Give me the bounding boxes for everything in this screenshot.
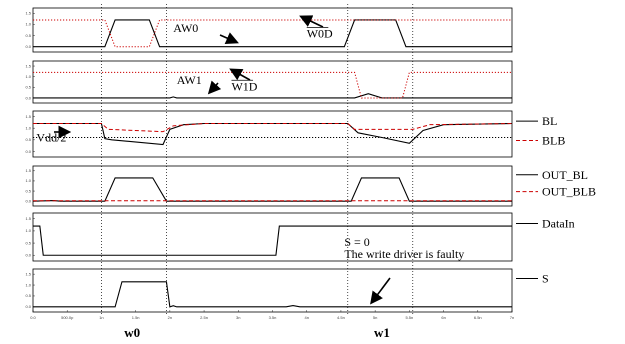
y-tick-label: 1.5 <box>25 168 31 173</box>
annotation-arrow <box>299 15 324 28</box>
x-tick-label: 6n <box>441 315 445 320</box>
annotation-arrow <box>207 80 222 95</box>
y-tick-label: 0.5 <box>25 188 31 193</box>
annotation-text: W0D <box>307 26 333 40</box>
y-tick-label: 1.5 <box>25 11 31 16</box>
y-tick-label: 1.5 <box>25 216 31 221</box>
x-tick-label: 2n <box>168 315 172 320</box>
series-line <box>33 71 512 99</box>
x-tick-label: 3.5n <box>269 315 277 320</box>
x-tick-label: 1.5n <box>132 315 140 320</box>
x-tick-label: 4n <box>304 315 308 320</box>
panel-p5: 0.0 0.5 1.0 1.5 DataIn <box>25 212 575 262</box>
x-tick-label: 3n <box>236 315 240 320</box>
annotation-text: The write driver is faulty <box>344 247 464 261</box>
annotation-arrow <box>370 277 391 305</box>
legend-label: S <box>542 271 549 285</box>
legend-label: BLB <box>542 133 565 147</box>
y-tick-label: 0.5 <box>25 240 31 245</box>
panel-p2: 0.0 0.5 1.0 1.5 <box>25 60 513 104</box>
y-tick-label: 0.0 <box>25 95 31 100</box>
x-tick-label: 2.5n <box>200 315 208 320</box>
y-tick-label: 1.0 <box>25 178 31 183</box>
panel-frame <box>32 165 513 207</box>
annotation-arrow <box>219 32 239 45</box>
phase-markers <box>101 4 414 315</box>
series-line <box>32 177 512 202</box>
y-tick-label: 0.5 <box>25 293 31 298</box>
y-tick-label: 1.5 <box>25 114 31 119</box>
series-line <box>33 123 513 133</box>
phase-label-w0: w0 <box>124 325 140 340</box>
panel-p3: 0.0 0.5 1.0 1.5 BL BLB <box>25 110 565 158</box>
x-tick-label: 5n <box>373 315 377 320</box>
series-line <box>33 19 512 48</box>
annotation-text: AW1 <box>177 73 202 87</box>
y-tick-label: 0.0 <box>25 44 31 49</box>
annotation-text: W1D <box>231 79 257 93</box>
panel-frame <box>32 212 513 262</box>
legend-label: DataIn <box>542 217 575 231</box>
x-tick-label: 6.5n <box>474 315 482 320</box>
x-tick-label: 7n <box>510 315 514 320</box>
series-line <box>33 122 513 146</box>
panels-layer: 0.0 0.5 1.0 1.5 0.0 0.5 1.0 1.5 0.0 0.5 1.0 1.5 BL BL… <box>25 7 596 320</box>
y-tick-label: 1.0 <box>25 282 31 287</box>
panel-p6: 0.0 0.5 1.0 1.5 S 0.0 500.0p 1n 1.5n 2n 2.5n 3n 3.5n… <box>25 268 549 320</box>
series-line <box>33 93 512 99</box>
y-tick-label: 0.0 <box>25 199 31 204</box>
y-tick-label: 1.0 <box>25 125 31 130</box>
x-tick-label: 0.0 <box>30 315 36 320</box>
y-tick-label: 0.5 <box>25 137 31 142</box>
series-line <box>33 225 512 256</box>
annotation-text: AW0 <box>173 21 198 35</box>
annotation-arrow <box>229 68 251 81</box>
y-tick-label: 1.5 <box>25 271 31 276</box>
y-tick-label: 0.5 <box>25 85 31 90</box>
y-tick-label: 1.0 <box>25 74 31 79</box>
panel-frame <box>32 7 513 53</box>
series-line <box>33 281 512 308</box>
legend-label: OUT_BLB <box>542 185 596 199</box>
y-tick-label: 0.0 <box>25 253 31 258</box>
panel-p4: 0.0 0.5 1.0 1.5 OUT_BL OUT_BLB <box>25 165 596 207</box>
panel-frame <box>32 268 513 313</box>
y-tick-label: 1.0 <box>25 228 31 233</box>
panel-frame <box>32 110 513 158</box>
y-tick-label: 0.5 <box>25 33 31 38</box>
series-line <box>33 19 512 48</box>
phase-label-w1: w1 <box>374 325 390 340</box>
legend-label: BL <box>542 114 557 128</box>
x-tick-label: 500.0p <box>61 315 74 320</box>
panel-p1: 0.0 0.5 1.0 1.5 <box>25 7 513 53</box>
x-tick-label: 4.5n <box>337 315 345 320</box>
annotation-text: S = 0 <box>344 235 369 249</box>
y-tick-label: 1.0 <box>25 22 31 27</box>
y-tick-label: 1.5 <box>25 63 31 68</box>
x-tick-label: 1n <box>99 315 103 320</box>
y-tick-label: 0.0 <box>25 149 31 154</box>
x-tick-label: 5.5n <box>405 315 413 320</box>
panel-frame <box>32 60 513 104</box>
y-tick-label: 0.0 <box>25 304 31 309</box>
legend-label: OUT_BL <box>542 168 588 182</box>
